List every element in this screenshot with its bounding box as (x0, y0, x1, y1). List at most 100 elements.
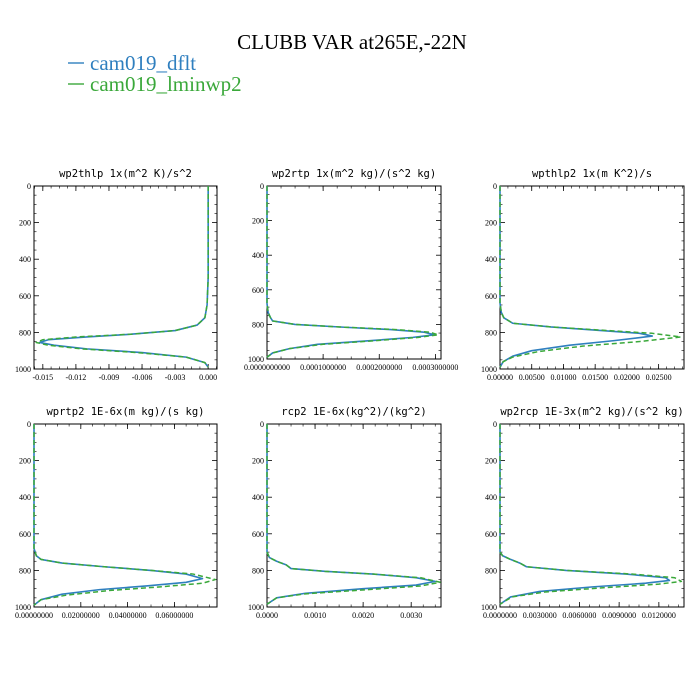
legend: cam019_dflt cam019_lminwp2 (68, 51, 242, 96)
y-tick-label: 400 (485, 493, 497, 502)
x-tick-label: 0.00000 (487, 373, 513, 382)
x-tick-label: 0.000 (199, 373, 217, 382)
y-tick-label: 1000 (15, 365, 31, 374)
legend-label-lminwp2: cam019_lminwp2 (90, 72, 242, 96)
x-tick-label: 0.0010 (304, 611, 326, 620)
plot-frame (499, 423, 685, 608)
series-line-lminwp2 (499, 424, 683, 605)
x-tick-label: -0.009 (99, 373, 120, 382)
y-tick-label: 400 (19, 493, 31, 502)
y-tick-label: 1000 (481, 365, 497, 374)
x-tick-label: 0.01000 (550, 373, 576, 382)
panel-title: rcp2 1E-6x(kg^2)/(kg^2) (281, 406, 426, 418)
y-tick-label: 800 (485, 328, 497, 337)
series-line-dflt (499, 186, 654, 368)
x-tick-label: 0.0001000000 (300, 363, 346, 372)
panel-3: wpthlp2 1x(m K^2)/s020040060080010000.00… (481, 168, 685, 382)
x-tick-label: 0.01500 (582, 373, 608, 382)
panel-title: wp2rtp 1x(m^2 kg)/(s^2 kg) (272, 168, 436, 180)
y-tick-label: 800 (252, 320, 264, 329)
plot-frame (266, 185, 442, 360)
y-tick-label: 200 (252, 217, 264, 226)
y-tick-label: 1000 (15, 603, 31, 612)
y-tick-label: 800 (252, 566, 264, 575)
y-tick-label: 200 (485, 219, 497, 228)
x-tick-label: 0.02500 (646, 373, 672, 382)
legend-label-dflt: cam019_dflt (90, 51, 196, 75)
x-tick-label: 0.02000000 (62, 611, 100, 620)
panel-5: rcp2 1E-6x(kg^2)/(kg^2) 0 200 400 600 800 1000… (248, 406, 442, 620)
y-tick-label: 0 (260, 420, 264, 429)
panel-6: wp2rcp 1E-3x(m^2 kg)/(s^2 kg)0 200 400 600 8… (481, 406, 685, 620)
panel-title: wp2rcp 1E-3x(m^2 kg)/(s^2 kg) (500, 406, 683, 418)
y-tick-label: 0 (493, 420, 497, 429)
plot-frame (33, 185, 218, 370)
series-line-lminwp2 (499, 186, 682, 368)
x-tick-label: 0.0030 (400, 611, 422, 620)
plot-frame (33, 423, 218, 608)
y-tick-label: 200 (252, 457, 264, 466)
y-tick-label: 800 (485, 566, 497, 575)
x-tick-label: 0.0002000000 (356, 363, 402, 372)
plot-frame (499, 185, 685, 370)
y-tick-label: 600 (485, 530, 497, 539)
x-tick-label: 0.0000000 (483, 611, 517, 620)
figure-title: CLUBB VAR at265E,-22N (237, 30, 467, 54)
y-tick-label: 200 (19, 457, 31, 466)
y-tick-label: 1000 (481, 603, 497, 612)
y-tick-label: 600 (485, 292, 497, 301)
y-tick-label: 400 (485, 255, 497, 264)
x-tick-label: 0.02000 (614, 373, 640, 382)
y-tick-label: 0 (260, 182, 264, 191)
x-tick-label: 0.0060000 (562, 611, 596, 620)
series-line-dflt (266, 186, 436, 358)
x-tick-label: 0.00500 (519, 373, 545, 382)
panel-title: wpthlp2 1x(m K^2)/s (532, 168, 652, 180)
y-tick-label: 600 (252, 530, 264, 539)
x-tick-label: 0.04000000 (109, 611, 147, 620)
series-line-dflt (33, 424, 204, 606)
y-tick-label: 600 (19, 292, 31, 301)
series-line-lminwp2 (35, 186, 209, 368)
y-tick-label: 1000 (248, 355, 264, 364)
y-tick-label: 0 (493, 182, 497, 191)
panel-4: wprtp2 1E-6x(m kg)/(s kg) 0 200 400 600 800 10… (15, 406, 218, 620)
series-line-lminwp2 (266, 186, 439, 358)
series-line-lminwp2 (266, 424, 441, 605)
x-tick-label: 0.0090000 (602, 611, 636, 620)
x-tick-label: 0.0030000 (523, 611, 557, 620)
x-tick-label: -0.003 (165, 373, 186, 382)
x-tick-label: -0.015 (32, 373, 53, 382)
y-tick-label: 400 (252, 493, 264, 502)
panel-2: wp2rtp 1x(m^2 kg)/(s^2 kg) 0 200 400 600 800 1… (244, 168, 458, 372)
y-tick-label: 600 (252, 286, 264, 295)
series-line-dflt (266, 424, 437, 605)
y-tick-label: 600 (19, 530, 31, 539)
y-tick-label: 400 (19, 255, 31, 264)
x-tick-label: 0.0020 (352, 611, 374, 620)
y-tick-label: 0 (27, 420, 31, 429)
x-tick-label: 0.0000000000 (244, 363, 290, 372)
x-tick-label: 0.0000 (256, 611, 278, 620)
y-tick-label: 1000 (248, 603, 264, 612)
y-tick-label: 800 (19, 566, 31, 575)
x-tick-label: -0.012 (66, 373, 87, 382)
series-line-dflt (38, 186, 209, 368)
y-tick-label: 200 (485, 457, 497, 466)
y-tick-label: 200 (19, 219, 31, 228)
plot-frame (266, 423, 442, 608)
x-tick-label: 0.00000000 (15, 611, 53, 620)
panel-1: wp2thlp 1x(m^2 K)/s^202004006008001000-0… (15, 168, 218, 382)
series-line-lminwp2 (33, 424, 217, 606)
x-tick-label: 0.0120000 (642, 611, 676, 620)
x-tick-label: 0.0003000000 (412, 363, 458, 372)
x-tick-label: 0.06000000 (155, 611, 193, 620)
panels: wp2thlp 1x(m^2 K)/s^202004006008001000-0… (15, 168, 685, 620)
y-tick-label: 400 (252, 251, 264, 260)
panel-title: wp2thlp 1x(m^2 K)/s^2 (59, 168, 192, 180)
y-tick-label: 800 (19, 328, 31, 337)
series-line-dflt (499, 424, 671, 605)
panel-title: wprtp2 1E-6x(m kg)/(s kg) (46, 406, 204, 418)
y-tick-label: 0 (27, 182, 31, 191)
